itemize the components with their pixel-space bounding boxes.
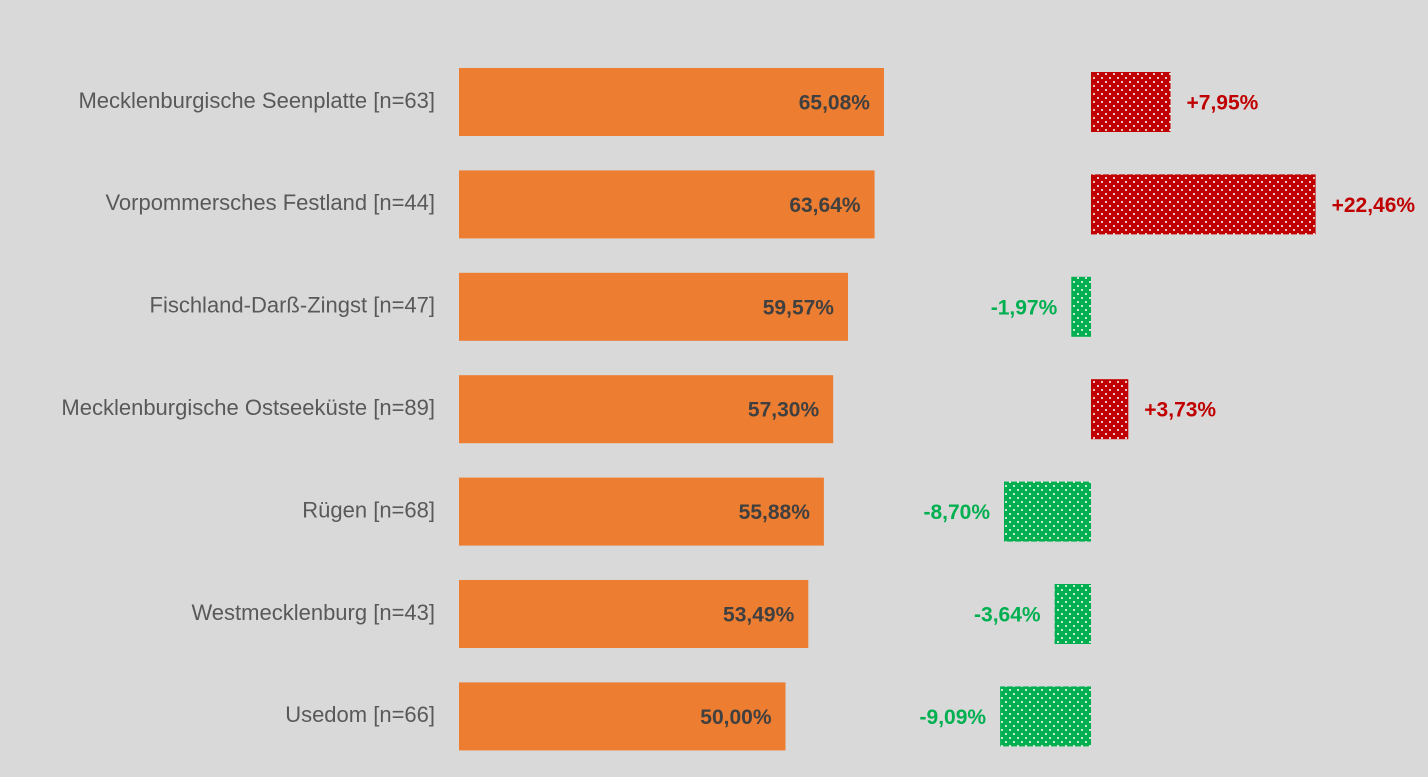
change-bar (1091, 379, 1129, 440)
change-label: -1,97% (991, 296, 1058, 319)
value-label: 63,64% (789, 194, 861, 217)
category-label: Usedom [n=66] (285, 702, 435, 727)
category-label: Mecklenburgische Seenplatte [n=63] (78, 88, 435, 113)
change-bar (1054, 584, 1091, 644)
change-label: -8,70% (923, 501, 990, 524)
change-bar (1071, 276, 1091, 337)
category-label: Westmecklenburg [n=43] (191, 600, 435, 625)
value-label: 59,57% (763, 296, 835, 319)
change-bar (1004, 481, 1091, 542)
change-bar (1091, 72, 1171, 132)
value-label: 57,30% (748, 399, 820, 422)
value-label: 55,88% (739, 501, 811, 524)
category-label: Mecklenburgische Ostseeküste [n=89] (61, 395, 435, 420)
category-label: Vorpommersches Festland [n=44] (105, 190, 435, 215)
bar (459, 272, 848, 341)
change-bar (1000, 686, 1091, 747)
bar (459, 68, 884, 136)
value-label: 65,08% (799, 92, 871, 115)
change-label: -3,64% (974, 604, 1041, 627)
bar (459, 375, 834, 444)
category-label: Rügen [n=68] (302, 497, 435, 522)
change-bar (1091, 174, 1316, 235)
bar (459, 682, 786, 751)
change-label: +7,95% (1187, 92, 1259, 115)
category-label: Fischland-Darß-Zingst [n=47] (150, 293, 436, 318)
change-label: +3,73% (1144, 399, 1216, 422)
bar (459, 170, 875, 239)
value-label: 50,00% (700, 706, 772, 729)
value-label: 53,49% (723, 604, 795, 627)
bar (459, 477, 824, 546)
bar (459, 580, 809, 648)
change-label: +22,46% (1332, 194, 1416, 217)
change-label: -9,09% (920, 706, 987, 729)
